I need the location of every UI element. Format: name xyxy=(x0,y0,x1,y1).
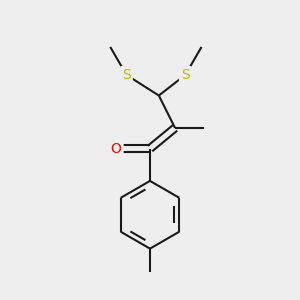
Text: O: O xyxy=(111,142,122,155)
Text: S: S xyxy=(122,68,131,82)
Text: S: S xyxy=(181,68,190,82)
